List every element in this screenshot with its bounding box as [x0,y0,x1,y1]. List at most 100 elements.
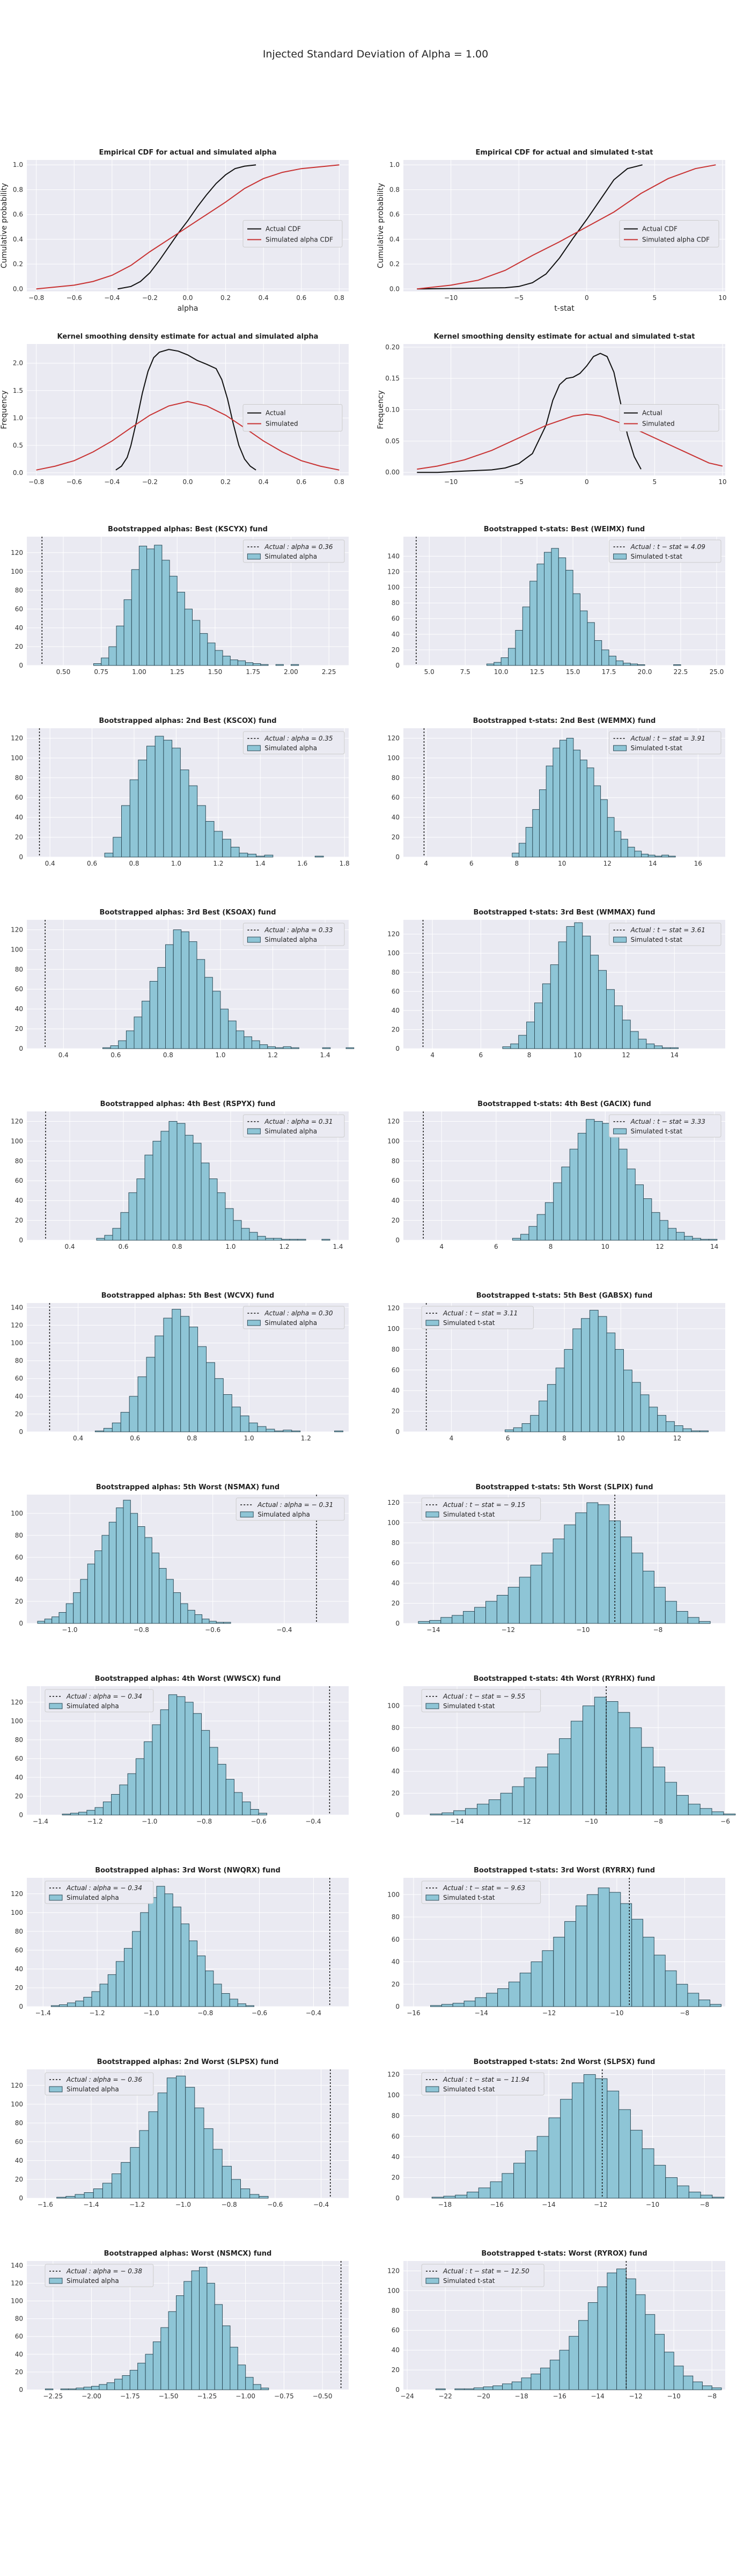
legend-box [242,404,343,431]
histogram-bar [711,1811,724,1816]
legend-box [609,923,721,946]
legend-label-simulated: Simulated t-stat [443,2085,495,2093]
legend-label-actual: Actual : t − stat = 3.11 [443,1309,518,1317]
histogram-bar [237,2003,246,2007]
histogram-bar [209,1747,218,1816]
chart-title: Bootstrapped t-stats: Best (WEIMX) fund [484,525,645,533]
histogram-bar [168,2311,177,2390]
histogram-bar [622,1020,631,1049]
histogram-bar [212,991,221,1049]
histogram-bar [168,1694,178,1816]
histogram-bar [676,1984,688,2007]
legend-box [619,404,719,431]
x-tick-label: −2.25 [43,2392,63,2400]
legend-label-simulated: Simulated t-stat [443,1702,495,1710]
x-tick-label: −5 [514,294,524,302]
histogram-bar [564,1921,576,2007]
x-tick-label: 0.4 [259,478,269,486]
histogram-bar [265,1238,274,1241]
legend-box [421,2072,544,2096]
histogram-bar [647,854,656,858]
x-tick-label: 1.75 [246,668,260,676]
histogram-bar [631,1382,641,1432]
y-tick-label: 20 [392,1789,400,1797]
histogram-bar [160,1709,170,1816]
y-tick-label: 20 [392,1980,400,1988]
histogram-bar [453,1810,466,1816]
chart-panel-20: Bootstrapped t-stats: 3rd Worst (RYRRX) … [387,1867,725,2017]
histogram-bar [500,1792,513,1816]
histogram-bar [507,1587,520,1624]
x-tick-label: 0.75 [94,668,108,676]
histogram-bar [558,557,566,666]
y-tick-label: 100 [387,1519,400,1527]
histogram-bar [134,1016,143,1049]
y-tick-label: 20 [392,646,400,654]
chart-panel-7: Bootstrapped alphas: 2nd Best (KSCOX) fu… [11,717,350,867]
histogram-bar [168,1121,178,1241]
legend-swatch-simulated [613,1128,627,1135]
x-tick-label: 8 [549,1243,553,1250]
histogram-bar [180,770,189,858]
histogram-bar [149,981,158,1049]
chart-panel-16: Bootstrapped t-stats: 5th Worst (SLPIX) … [387,1483,725,1634]
y-tick-label: 120 [11,2279,23,2287]
histogram-bar [321,1239,330,1241]
y-tick-label: 0 [19,2386,23,2394]
histogram-bar [173,1592,181,1624]
histogram-bar [146,548,155,666]
histogram-bar [587,622,595,666]
histogram-bar [152,2341,161,2390]
y-tick-label: 60 [392,1936,400,1943]
legend-box [421,2264,544,2287]
histogram-bar [94,1807,104,1816]
y-tick-label: 120 [387,1499,400,1506]
chart-panel-9: Bootstrapped alphas: 3rd Best (KSOAX) fu… [11,909,355,1059]
histogram-bar [111,1794,120,1816]
histogram-bar [128,1192,137,1241]
histogram-bar [216,1622,224,1624]
histogram-bar [512,1238,521,1241]
histogram-bar [688,1804,701,1816]
histogram-bar [475,1997,487,2007]
histogram-bar [515,630,523,666]
y-tick-label: 60 [392,2133,400,2140]
histogram-bar [187,1609,195,1624]
legend-label-actual: Actual : t − stat = − 9.15 [443,1501,525,1509]
histogram-bar [522,606,531,666]
y-tick-label: 0 [395,2386,400,2394]
x-tick-label: 5 [653,294,657,302]
chart-title: Empirical CDF for actual and simulated a… [99,149,277,157]
legend: Actual : alpha = 0.31 Simulated alpha [242,1114,345,1138]
chart-title: Bootstrapped t-stats: 4th Best (GACIX) f… [477,1100,651,1108]
x-axis-label: t-stat [554,304,575,313]
x-tick-label: −22 [438,2392,452,2400]
histogram-bar [653,1587,666,1624]
y-tick-label: 40 [392,1768,400,1775]
histogram-bar [202,1619,210,1624]
histogram-bar [559,2350,570,2390]
histogram-bar [123,599,132,666]
histogram-bar [673,664,681,666]
histogram-bar [539,1400,548,1432]
x-tick-label: 0.8 [187,1435,197,1442]
histogram-bar [257,1236,266,1241]
histogram-bar [203,2128,213,2199]
legend-box [609,539,721,563]
histogram-bar [478,2187,491,2199]
histogram-bar [119,1784,128,1816]
histogram-bar [154,736,164,858]
y-tick-label: 80 [392,774,400,781]
histogram-bar [576,1905,587,2007]
legend-label: Simulated [266,420,298,428]
histogram-bar [129,2370,138,2390]
histogram-bar [464,2388,474,2390]
histogram-bar [643,1937,654,2007]
histogram-bar [123,1499,131,1624]
histogram-bar [163,1318,173,1432]
x-tick-label: −0.4 [104,478,120,486]
y-tick-label: 100 [387,949,400,957]
x-tick-label: −14 [450,1818,463,1825]
x-tick-label: −0.2 [142,478,158,486]
histogram-bar [553,1539,565,1624]
